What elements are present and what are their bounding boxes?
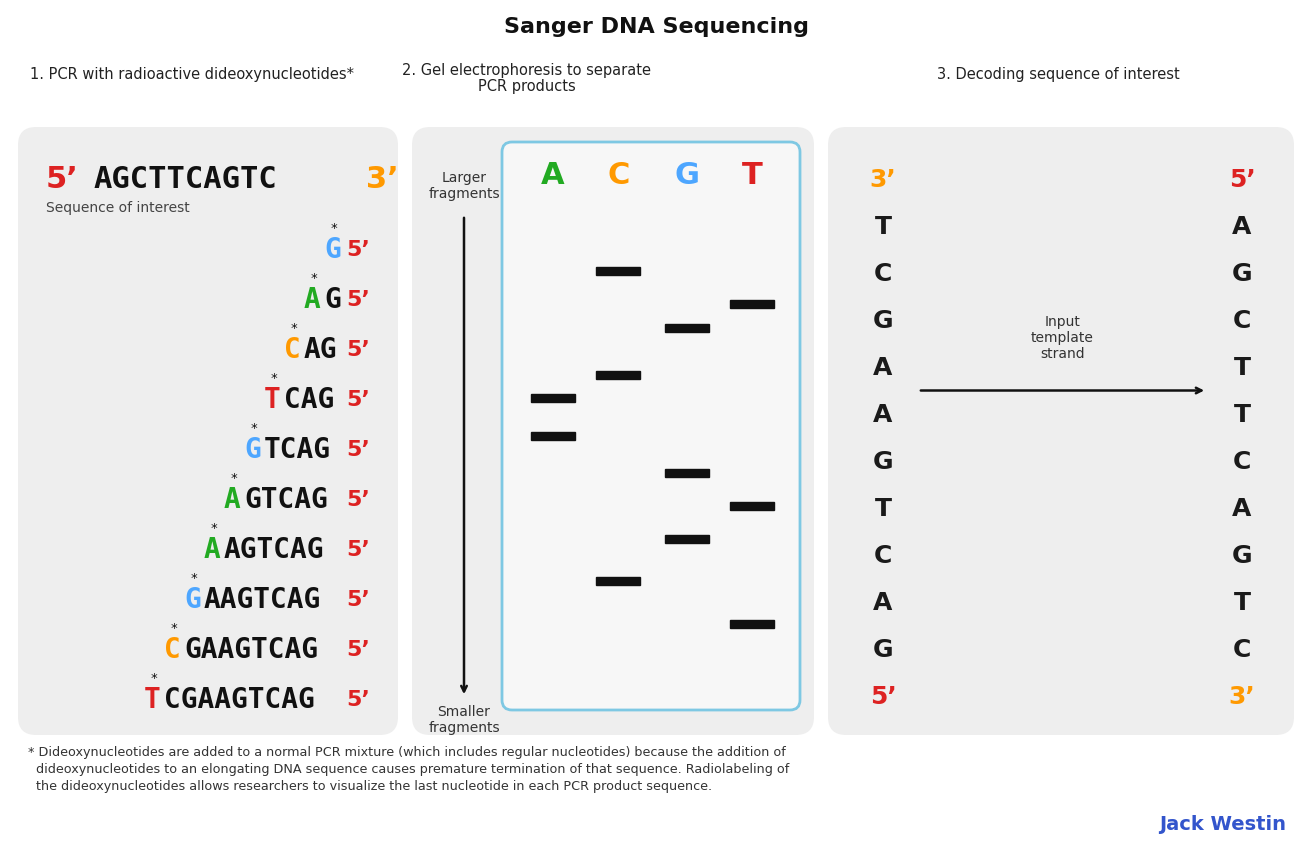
Text: TCAG: TCAG — [264, 436, 331, 463]
FancyBboxPatch shape — [413, 128, 813, 735]
Text: G: G — [325, 235, 340, 264]
Text: 5’: 5’ — [346, 390, 369, 409]
Bar — [531, 395, 574, 403]
Text: G: G — [872, 637, 894, 661]
Text: 5’: 5’ — [346, 589, 369, 609]
Text: T: T — [1234, 403, 1251, 426]
Bar — [531, 432, 574, 440]
Bar — [665, 470, 708, 478]
Text: A: A — [204, 536, 221, 563]
Text: 3’: 3’ — [870, 168, 896, 192]
Text: *: * — [271, 372, 277, 385]
Text: A: A — [1233, 496, 1252, 520]
Text: AGCTTCAGTC: AGCTTCAGTC — [93, 165, 277, 194]
Text: 5’: 5’ — [346, 339, 369, 360]
Text: *: * — [191, 572, 197, 584]
Text: Sanger DNA Sequencing: Sanger DNA Sequencing — [505, 17, 809, 37]
FancyBboxPatch shape — [502, 142, 800, 711]
Text: AGTCAG: AGTCAG — [223, 536, 325, 563]
Text: C: C — [1233, 637, 1251, 661]
Text: C: C — [284, 335, 301, 363]
Text: 5’: 5’ — [346, 439, 369, 460]
Text: *: * — [231, 472, 238, 485]
Bar — [731, 502, 774, 510]
Text: GAAGTCAG: GAAGTCAG — [184, 635, 318, 664]
Text: 5’: 5’ — [346, 240, 369, 259]
FancyBboxPatch shape — [18, 128, 398, 735]
Text: CGAAGTCAG: CGAAGTCAG — [164, 685, 315, 713]
Text: G: G — [244, 436, 260, 463]
Text: G: G — [674, 160, 699, 189]
Text: A: A — [874, 403, 892, 426]
Text: A: A — [1233, 215, 1252, 239]
Bar — [731, 620, 774, 628]
Bar — [597, 268, 640, 276]
Text: 5’: 5’ — [346, 689, 369, 709]
Text: T: T — [264, 386, 281, 414]
Text: G: G — [184, 585, 201, 613]
Text: A: A — [874, 590, 892, 614]
Text: 1. PCR with radioactive dideoxynucleotides*: 1. PCR with radioactive dideoxynucleotid… — [30, 67, 353, 83]
Text: CAG: CAG — [284, 386, 334, 414]
Text: Smaller
fragments: Smaller fragments — [428, 704, 499, 734]
Text: 5’: 5’ — [346, 539, 369, 560]
Text: Sequence of interest: Sequence of interest — [46, 200, 189, 215]
Text: C: C — [874, 262, 892, 286]
Text: 2. Gel electrophoresis to separate: 2. Gel electrophoresis to separate — [402, 62, 652, 78]
Text: *: * — [290, 322, 297, 334]
Text: *: * — [210, 521, 217, 534]
Text: A: A — [304, 286, 321, 314]
Text: Input
template
strand: Input template strand — [1031, 315, 1095, 361]
Text: *: * — [171, 621, 177, 635]
Bar — [597, 577, 640, 586]
Text: 5’: 5’ — [46, 165, 79, 194]
Text: T: T — [1234, 590, 1251, 614]
Text: C: C — [164, 635, 181, 664]
Text: *: * — [251, 421, 258, 434]
Text: C: C — [1233, 450, 1251, 473]
Text: Jack Westin: Jack Westin — [1159, 814, 1286, 833]
Text: T: T — [875, 215, 891, 239]
Text: AG: AG — [304, 335, 338, 363]
Text: the dideoxynucleotides allows researchers to visualize the last nucleotide in ea: the dideoxynucleotides allows researcher… — [28, 779, 712, 792]
Text: 3’: 3’ — [1229, 684, 1255, 708]
Text: A: A — [223, 485, 240, 514]
Text: G: G — [872, 450, 894, 473]
Text: *: * — [151, 671, 158, 684]
Text: 5’: 5’ — [346, 290, 369, 310]
Text: *: * — [310, 272, 318, 285]
Text: Larger
fragments: Larger fragments — [428, 171, 499, 200]
Text: *: * — [331, 222, 338, 235]
Bar — [665, 324, 708, 332]
Text: G: G — [1231, 262, 1252, 286]
Text: A: A — [874, 356, 892, 380]
Bar — [597, 371, 640, 379]
Text: C: C — [1233, 309, 1251, 333]
Text: GTCAG: GTCAG — [244, 485, 327, 514]
Bar — [665, 536, 708, 543]
Text: dideoxynucleotides to an elongating DNA sequence causes premature termination of: dideoxynucleotides to an elongating DNA … — [28, 762, 790, 775]
Text: C: C — [874, 543, 892, 567]
Text: C: C — [607, 160, 629, 189]
Text: T: T — [875, 496, 891, 520]
Text: 5’: 5’ — [346, 639, 369, 659]
Text: T: T — [1234, 356, 1251, 380]
Text: T: T — [742, 160, 762, 189]
FancyBboxPatch shape — [828, 128, 1294, 735]
Text: 3’: 3’ — [367, 165, 398, 194]
Text: G: G — [1231, 543, 1252, 567]
Text: A: A — [541, 160, 565, 189]
Text: 5’: 5’ — [870, 684, 896, 708]
Text: G: G — [325, 286, 340, 314]
Text: 5’: 5’ — [1229, 168, 1255, 192]
Bar — [731, 300, 774, 309]
Text: PCR products: PCR products — [478, 79, 576, 95]
Text: * Dideoxynucleotides are added to a normal PCR mixture (which includes regular n: * Dideoxynucleotides are added to a norm… — [28, 746, 786, 758]
Text: AAGTCAG: AAGTCAG — [204, 585, 321, 613]
Text: T: T — [145, 685, 160, 713]
Text: 3. Decoding sequence of interest: 3. Decoding sequence of interest — [937, 67, 1180, 83]
Text: G: G — [872, 309, 894, 333]
Text: 5’: 5’ — [346, 490, 369, 509]
